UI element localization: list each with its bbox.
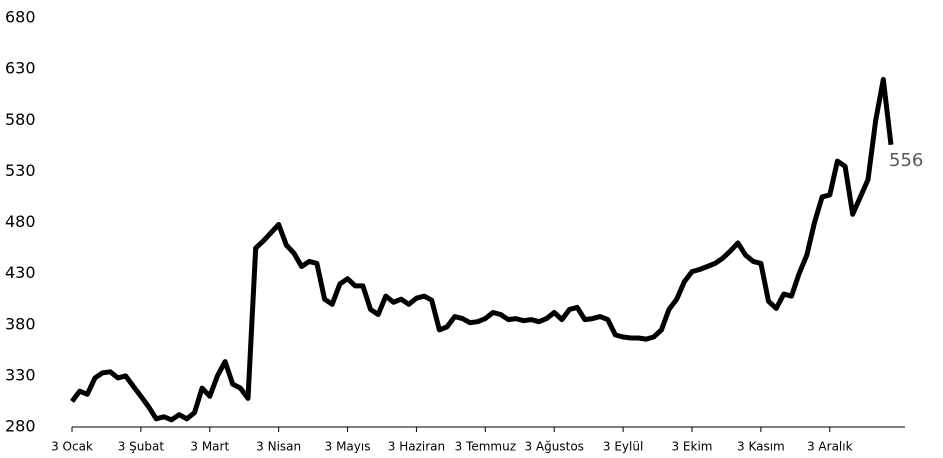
x-tick-label: 3 Nisan: [256, 440, 301, 454]
y-tick-label: 680: [5, 8, 36, 27]
y-tick-label: 530: [5, 161, 36, 180]
y-tick-label: 630: [5, 59, 36, 78]
x-tick-label: 3 Mart: [190, 440, 229, 454]
x-tick-label: 3 Ocak: [51, 440, 93, 454]
y-tick-label: 430: [5, 263, 36, 282]
y-tick-label: 280: [5, 417, 36, 436]
line: [70, 76, 894, 423]
y-tick-label: 480: [5, 212, 36, 231]
x-tick-label: 3 Haziran: [388, 440, 445, 454]
x-tick-label: 3 Ekim: [671, 440, 712, 454]
x-tick-label: 3 Mayıs: [325, 440, 371, 454]
y-tick-label: 380: [5, 314, 36, 333]
y-tick-label: 580: [5, 110, 36, 129]
x-tick-label: 3 Eylül: [603, 440, 643, 454]
x-tick-label: 3 Şubat: [118, 440, 165, 454]
x-tick-label: 3 Temmuz: [455, 440, 516, 454]
x-tick-label: 3 Kasım: [737, 440, 785, 454]
x-tick-label: 3 Aralık: [807, 440, 853, 454]
x-tick-label: 3 Ağustos: [524, 440, 583, 454]
end-label: 556: [889, 150, 923, 171]
y-tick-label: 330: [5, 365, 36, 384]
